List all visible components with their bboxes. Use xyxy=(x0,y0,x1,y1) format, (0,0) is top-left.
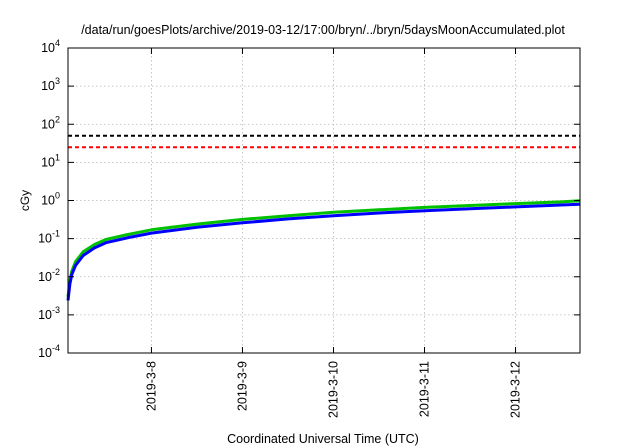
x-axis-label: Coordinated Universal Time (UTC) xyxy=(227,432,419,446)
y-tick-label: 103 xyxy=(41,76,60,93)
axis-ticks xyxy=(68,47,580,354)
x-tick-label: 2019-3-12 xyxy=(509,361,523,418)
x-tick-label: 2019-3-11 xyxy=(418,361,432,417)
chart-title: /data/run/goesPlots/archive/2019-03-12/1… xyxy=(81,23,565,37)
x-tick-label: 2019-3-10 xyxy=(326,361,340,418)
x-tick-label: 2019-3-9 xyxy=(235,361,249,411)
y-tick-label: 102 xyxy=(41,114,60,131)
y-tick-label: 101 xyxy=(41,152,60,169)
series-lines xyxy=(66,199,581,301)
y-axis-tick-labels: 10-4 10-3 10-2 10-1 100 101 102 103 104 xyxy=(38,38,60,360)
x-axis-tick-labels: 2019-3-8 2019-3-9 2019-3-10 2019-3-11 2019-3… xyxy=(144,361,522,418)
y-tick-label: 10-1 xyxy=(38,229,60,246)
y-axis-label: cGy xyxy=(18,190,32,211)
y-tick-label: 10-2 xyxy=(38,267,60,284)
y-tick-label: 100 xyxy=(41,191,60,208)
series-line xyxy=(66,199,581,297)
threshold-lines xyxy=(68,134,580,149)
y-tick-label: 10-4 xyxy=(38,343,60,360)
x-tick-label: 2019-3-8 xyxy=(144,361,158,411)
series-line xyxy=(66,202,581,301)
y-tick-label: 104 xyxy=(41,38,60,55)
y-tick-label: 10-3 xyxy=(38,305,60,322)
grid-lines xyxy=(68,48,580,353)
